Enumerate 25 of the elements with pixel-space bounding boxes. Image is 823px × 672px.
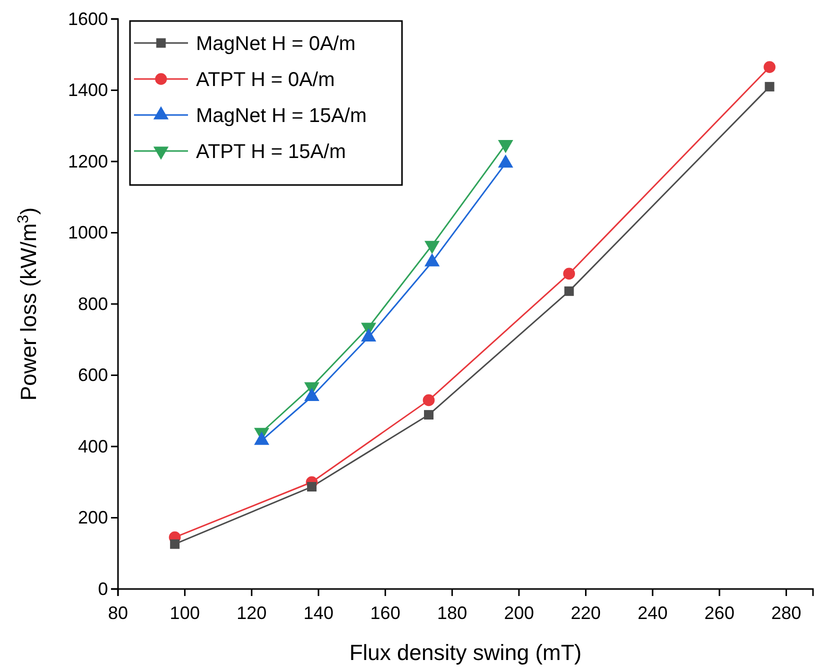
y-tick-label: 800 [78,294,108,314]
y-tick-label: 1400 [68,80,108,100]
x-tick-label: 140 [303,602,334,623]
legend-label: MagNet H = 0A/m [196,33,356,55]
x-tick-label: 120 [236,602,267,623]
y-tick-label: 200 [78,508,108,528]
legend-label: ATPT H = 0A/m [196,69,335,91]
x-tick-label: 240 [638,602,668,623]
x-tick-label: 260 [704,602,734,623]
x-tick-label: 200 [504,602,534,623]
x-axis-title: Flux density swing (mT) [349,640,582,665]
y-tick-label: 1200 [68,151,108,172]
x-tick-label: 160 [370,602,400,623]
y-tick-label: 1600 [68,8,108,29]
y-tick-label: 0 [98,578,108,599]
x-tick-label: 80 [108,602,128,623]
y-tick-label: 600 [78,365,108,386]
x-tick-label: 280 [771,602,802,623]
legend-label: ATPT H = 15A/m [196,141,346,163]
legend-label: MagNet H = 15A/m [196,105,367,127]
y-tick-label: 1000 [68,222,108,243]
x-tick-label: 100 [170,602,200,623]
y-tick-label: 400 [78,436,108,456]
x-tick-label: 180 [437,602,468,623]
x-tick-label: 220 [570,602,601,623]
